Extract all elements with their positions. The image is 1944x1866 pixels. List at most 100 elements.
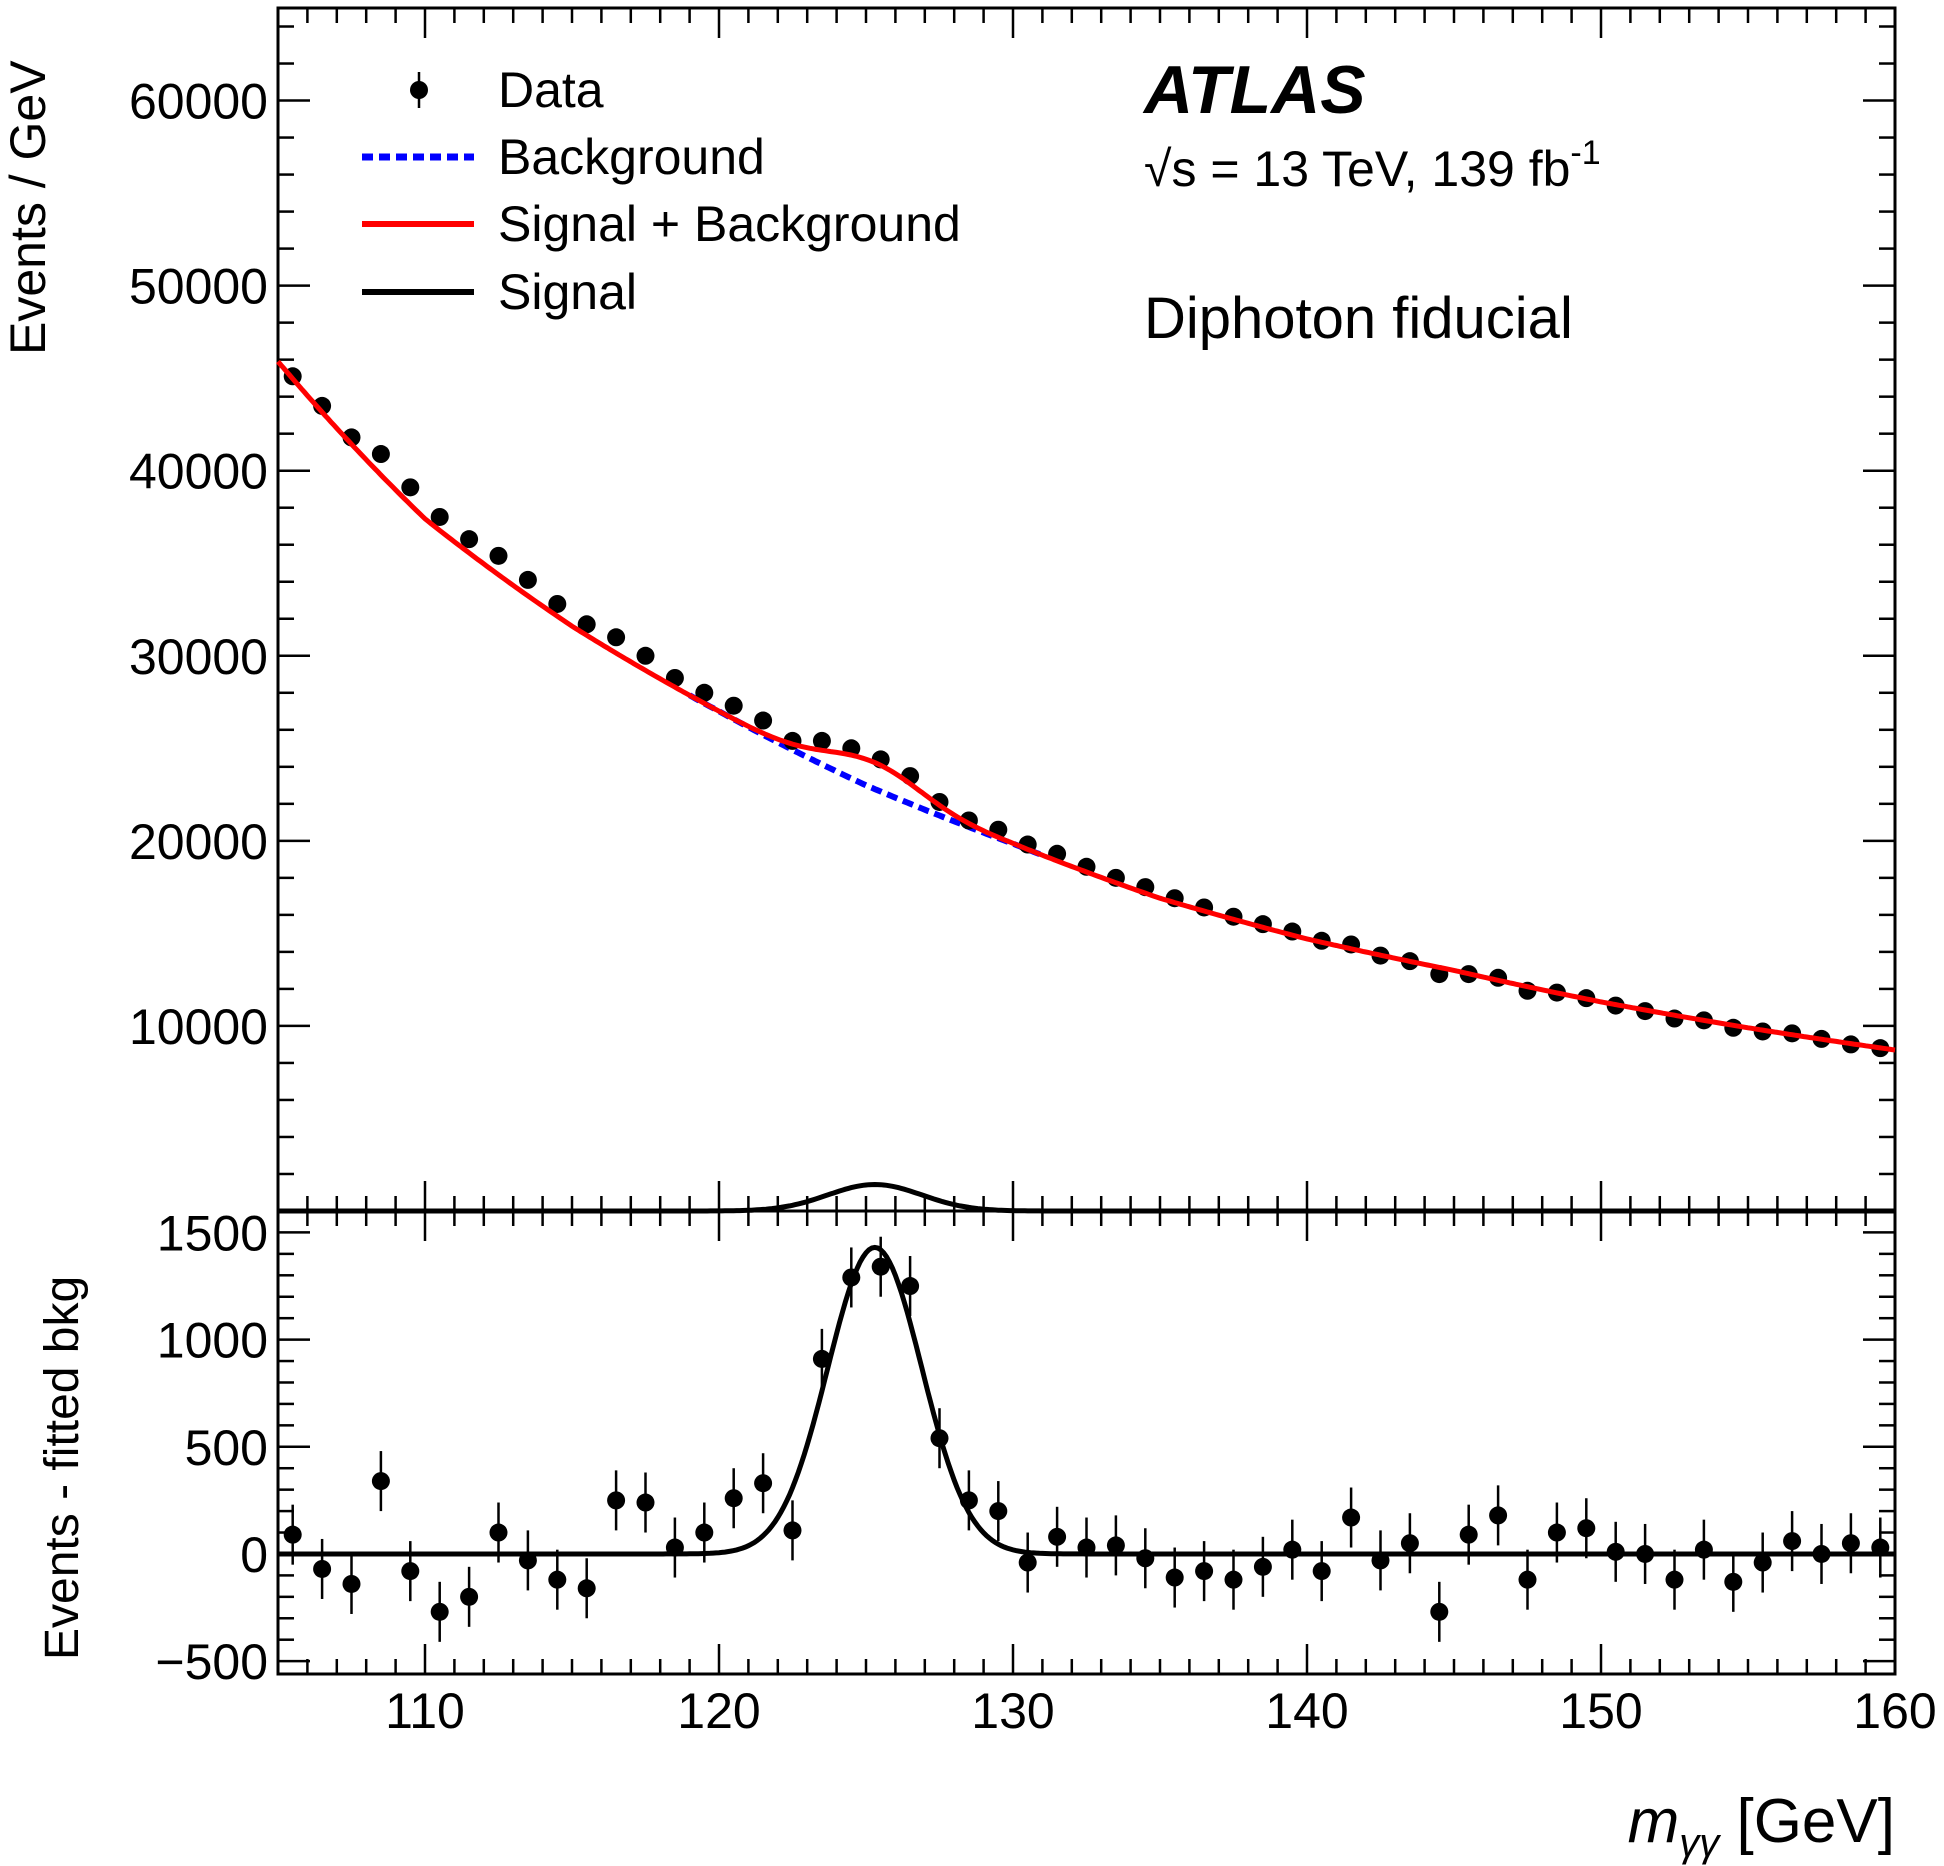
residual-data-point [1371,1551,1390,1570]
residual-data-point [607,1491,626,1510]
legend-background-entry: Background [362,129,765,185]
residual-data-point [989,1502,1008,1521]
x-axis-label: mγγ [GeV] [1628,1787,1895,1865]
residual-data-point [577,1579,596,1598]
data-point [460,530,479,549]
residual-signal-curve [278,1244,1895,1557]
residual-data-point [842,1268,861,1287]
main-y-tick-label: 10000 [129,999,268,1055]
residual-data-point [1665,1570,1684,1589]
data-point [724,696,743,715]
data-point [518,570,537,589]
main-y-tick-label: 20000 [129,814,268,870]
residual-data-point [518,1551,537,1570]
residual-data-point [812,1349,831,1368]
legend-label-signal: Signal [498,264,637,320]
residual-data-point [1195,1562,1214,1581]
energy-lumi-label: √s = 13 TeV, 139 fb-1 [1144,134,1601,197]
residual-data-point [1165,1568,1184,1587]
residual-data-point [695,1523,714,1542]
legend-signal-entry: Signal [362,264,637,320]
residual-data-point [313,1559,332,1578]
x-axis-label-unit: [GeV] [1719,1787,1895,1856]
residual-data-point [901,1277,920,1296]
data-point [489,546,508,565]
main-x-ticks [276,8,1897,1211]
residual-y-ticks: −500 0 500 1000 1500 [155,1205,1895,1690]
residual-data-point [754,1474,773,1493]
main-y-tick-label: 30000 [129,629,268,685]
legend: Data Background Signal + Background Sign… [362,62,961,320]
main-plot-frame [276,6,1897,1213]
legend-label-signal-background: Signal + Background [498,196,961,252]
data-point [401,478,420,497]
main-data-layer [276,359,1896,1214]
residual-data-point [724,1489,743,1508]
residual-data-point [371,1472,390,1491]
residual-data-point [959,1491,978,1510]
data-point [371,445,390,464]
data-point [577,615,596,634]
data-point [754,711,773,730]
residual-y-tick-label: −500 [155,1634,268,1690]
residual-data-point [1430,1602,1449,1621]
residual-data-point [1224,1570,1243,1589]
residual-data-point [1342,1508,1361,1527]
main-y-tick-label: 40000 [129,444,268,500]
residual-plot-frame [276,1209,1897,1676]
x-axis-label-symbol: m [1628,1787,1680,1856]
residual-data-point [1077,1538,1096,1557]
residual-y-axis-label: Events - fitted bkg [36,1276,89,1660]
residual-data-point [1694,1540,1713,1559]
main-panel: 10000 20000 30000 40000 50000 60000 Events / … [0,6,1897,1214]
residual-data-point [342,1574,361,1593]
residual-data-point [430,1602,449,1621]
residual-data-point [460,1587,479,1606]
x-tick-label: 110 [385,1683,465,1739]
x-tick-label: 130 [971,1683,1054,1739]
data-point [548,594,567,613]
residual-data-point [283,1525,302,1544]
data-point [607,628,626,647]
residual-data-point [1724,1572,1743,1591]
residual-data-point [1018,1553,1037,1572]
residual-data-point [1547,1523,1566,1542]
energy-lumi-superscript: -1 [1570,134,1600,172]
residual-data-point [401,1562,420,1581]
residual-data-point [1753,1553,1772,1572]
residual-y-tick-label: 0 [240,1527,268,1583]
main-y-axis-label: Events / GeV [0,60,56,355]
residual-data-point [1136,1549,1155,1568]
residual-data-point [1048,1527,1067,1546]
residual-data-point [1400,1534,1419,1553]
x-tick-label: 160 [1853,1683,1936,1739]
residual-data-point [489,1523,508,1542]
main-y-tick-label: 60000 [129,74,268,130]
residual-data-point [1783,1532,1802,1551]
x-tick-label: 120 [677,1683,760,1739]
residual-data-point [871,1257,890,1276]
x-tick-label: 140 [1265,1683,1348,1739]
residual-data-point [548,1570,567,1589]
signal-curve [278,1181,1895,1214]
main-y-ticks: 10000 20000 30000 40000 50000 60000 [129,25,1895,1213]
residual-y-tick-label: 1000 [157,1313,268,1369]
residual-data-layer [278,1236,1895,1642]
residual-data-point [1489,1506,1508,1525]
legend-label-background: Background [498,129,765,185]
residual-data-point [1636,1544,1655,1563]
residual-data-point [1518,1570,1537,1589]
data-point [812,731,831,750]
residual-panel: −500 0 500 1000 1500 110 120 130 140 150 160 Even… [36,1205,1937,1865]
main-y-tick-label: 50000 [129,259,268,315]
legend-data-marker [410,81,428,99]
data-point [430,507,449,526]
data-point [695,683,714,702]
residual-data-point [1253,1557,1272,1576]
residual-data-point [783,1521,802,1540]
energy-lumi-text: = 13 TeV, 139 fb [1196,141,1570,197]
x-axis-label-subscript: γγ [1679,1821,1721,1865]
legend-data-entry: Data [410,62,604,118]
residual-data-point [1283,1540,1302,1559]
residual-data-point [1871,1538,1890,1557]
